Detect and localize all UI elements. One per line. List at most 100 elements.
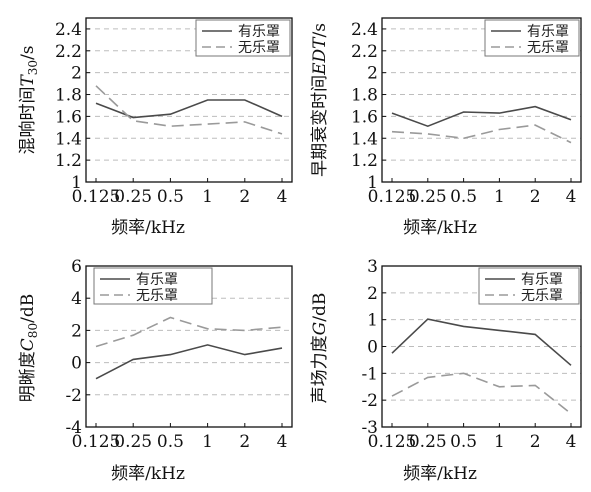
x-tick-label: 4	[566, 187, 577, 207]
series-line-without-shell	[391, 124, 572, 144]
legend-label-without-shell: 无乐罩	[527, 40, 569, 56]
x-tick-label: 0.25	[409, 187, 447, 207]
y-tick-label: 0	[71, 354, 82, 374]
legend-box	[484, 19, 580, 57]
x-tick-label: 2	[530, 187, 541, 207]
y-tick-label: 2	[71, 64, 82, 84]
x-tick-label: 4	[566, 432, 577, 452]
y-tick-label: 1.8	[351, 86, 378, 106]
legend-box	[478, 267, 580, 305]
y-axis-label: 明晰度C80/dB	[18, 294, 40, 402]
x-tick-label: 4	[277, 432, 288, 452]
x-axis-label: 频率/kHz	[111, 218, 185, 238]
legend-box	[93, 267, 213, 305]
y-tick-label: -2	[361, 391, 378, 411]
series-line-without-shell	[95, 316, 283, 348]
y-tick-label: 4	[71, 289, 82, 309]
x-tick-label: 4	[277, 187, 288, 207]
y-tick-label: 6	[71, 257, 82, 277]
x-tick-label: 2	[239, 187, 250, 207]
x-tick-label: 2	[239, 432, 250, 452]
legend-label-without-shell: 无乐罩	[521, 288, 563, 304]
x-tick-label: 0.125	[72, 187, 121, 207]
y-tick-label: -3	[361, 418, 378, 438]
y-axis-label-text: 混响时间	[18, 87, 38, 155]
x-axis-label: 频率/kHz	[403, 464, 477, 484]
y-tick-label: 1	[367, 173, 378, 193]
y-axis-label-symbol: C	[18, 338, 38, 351]
y-axis-label-unit: /s	[18, 45, 38, 59]
y-tick-label: 3	[367, 257, 378, 277]
x-tick-label: 0.125	[72, 432, 121, 452]
y-axis-label-text: 明晰度	[18, 351, 38, 402]
legend-label-without-shell: 无乐罩	[136, 288, 178, 304]
y-tick-label: -2	[65, 386, 82, 406]
y-tick-label: 1.8	[55, 86, 82, 106]
y-tick-label: 2.4	[55, 20, 82, 40]
y-axis-label: 声场力度G/dB	[310, 293, 330, 404]
series-line-with-shell	[391, 318, 572, 366]
plot-frame	[85, 265, 293, 428]
y-axis-label-unit: /dB	[18, 294, 38, 323]
legend-label-with-shell: 有乐罩	[527, 24, 569, 40]
series-line-with-shell	[95, 99, 283, 119]
x-tick-label: 0.125	[368, 432, 417, 452]
y-tick-label: 1.6	[351, 107, 378, 127]
y-tick-label: -1	[361, 364, 378, 384]
series-line-with-shell	[95, 344, 283, 380]
y-axis-label-symbol: G	[310, 322, 330, 336]
y-axis-label-subscript: 80	[26, 323, 40, 338]
y-axis-label: 混响时间T30/s	[18, 45, 40, 154]
y-axis-label-text: 声场力度	[310, 335, 330, 403]
plot-frame	[381, 265, 582, 428]
x-tick-label: 1	[494, 432, 505, 452]
y-axis-label-subscript: 30	[26, 60, 40, 75]
series-line-without-shell	[391, 372, 572, 415]
x-tick-label: 0.5	[450, 432, 477, 452]
legend-label-without-shell: 无乐罩	[238, 40, 280, 56]
y-tick-label: 1.4	[351, 129, 378, 149]
y-axis-label-symbol: EDT	[310, 36, 330, 76]
y-tick-label: 1.6	[55, 107, 82, 127]
y-tick-label: 2.2	[351, 42, 378, 62]
y-tick-label: -4	[65, 418, 82, 438]
x-tick-label: 0.5	[450, 187, 477, 207]
x-tick-label: 2	[530, 432, 541, 452]
y-tick-label: 2	[367, 64, 378, 84]
x-tick-label: 1	[202, 432, 213, 452]
x-tick-label: 0.25	[114, 432, 152, 452]
y-tick-label: 2	[367, 284, 378, 304]
series-line-without-shell	[95, 85, 283, 135]
y-axis-label-text: 早期衰变时间	[310, 75, 330, 177]
y-tick-label: 0	[367, 338, 378, 358]
x-tick-label: 0.5	[157, 432, 184, 452]
legend-box	[195, 19, 291, 57]
legend-label-with-shell: 有乐罩	[238, 24, 280, 40]
y-tick-label: 1	[367, 311, 378, 331]
x-axis-label: 频率/kHz	[403, 218, 477, 238]
x-axis-label: 频率/kHz	[111, 464, 185, 484]
x-tick-label: 1	[494, 187, 505, 207]
series-line-with-shell	[391, 105, 572, 128]
x-tick-label: 0.25	[114, 187, 152, 207]
x-tick-label: 1	[202, 187, 213, 207]
y-tick-label: 1.2	[351, 151, 378, 171]
x-tick-label: 0.25	[409, 432, 447, 452]
y-axis-label-unit: /dB	[310, 293, 330, 322]
y-axis-label-symbol: T	[18, 74, 38, 87]
legend-label-with-shell: 有乐罩	[521, 272, 563, 288]
plot-frame	[381, 17, 582, 183]
legend-label-with-shell: 有乐罩	[136, 272, 178, 288]
y-axis-label: 早期衰变时间EDT/s	[310, 23, 330, 177]
y-tick-label: 2.2	[55, 42, 82, 62]
y-tick-label: 2.4	[351, 20, 378, 40]
x-tick-label: 0.5	[157, 187, 184, 207]
